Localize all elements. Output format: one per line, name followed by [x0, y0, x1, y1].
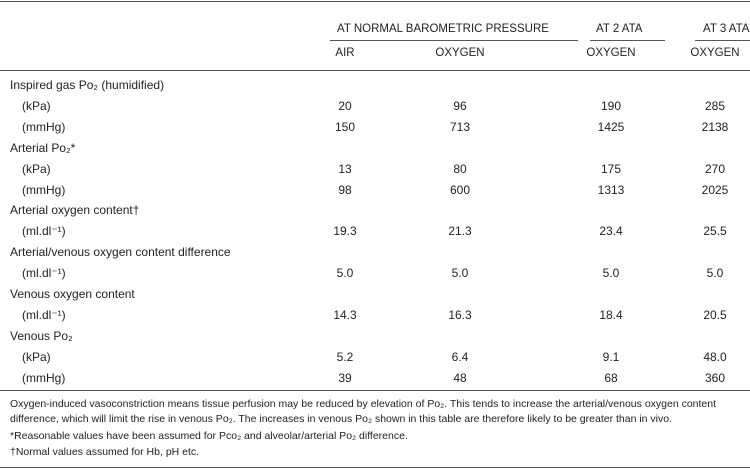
sub-row-label: (kPa) — [22, 161, 51, 176]
row-label: Arterial/venous oxygen content differenc… — [10, 245, 231, 260]
sub-row-label: (kPa) — [22, 349, 51, 364]
group-header: AT 2 ATA — [596, 23, 643, 35]
cell: 5.2 — [336, 349, 354, 364]
footnote: *Reasonable values have been assumed for… — [10, 430, 408, 442]
cell: 190 — [600, 98, 622, 113]
cell: 150 — [334, 119, 356, 134]
cell: 18.4 — [599, 307, 623, 322]
cell: 5.0 — [602, 266, 620, 281]
cell: 23.4 — [599, 224, 623, 239]
sub-row-label: (mmHg) — [22, 119, 66, 134]
cell: 713 — [449, 119, 471, 134]
cell: 21.3 — [448, 224, 472, 239]
cell: 6.4 — [451, 349, 469, 364]
sub-row-label: (ml.dl⁻¹) — [22, 266, 66, 281]
sub-row-label: (kPa) — [22, 98, 51, 113]
sub-row-label: (ml.dl⁻¹) — [22, 224, 66, 239]
footnote: Oxygen-induced vasoconstriction means ti… — [10, 398, 717, 425]
group-rule — [590, 40, 665, 41]
group-header: AT NORMAL BAROMETRIC PRESSURE — [337, 23, 549, 35]
header-rule — [0, 70, 750, 71]
cell: 5.0 — [336, 266, 354, 281]
cell: 39 — [338, 370, 352, 385]
cell: 5.0 — [451, 266, 469, 281]
top-rule — [0, 1, 750, 2]
cell: 19.3 — [333, 224, 357, 239]
group-header: AT 3 ATA — [703, 23, 750, 35]
row-label: Inspired gas Po₂ (humidified) — [10, 78, 165, 92]
cell: 48 — [453, 370, 467, 385]
cell: 5.0 — [706, 266, 724, 281]
column-header: OXYGEN — [435, 47, 485, 59]
cell: 48.0 — [703, 349, 727, 364]
row-label: Venous Po₂ — [10, 328, 73, 343]
cell: 2138 — [701, 119, 729, 134]
footnote: †Normal values assumed for Hb, pH etc. — [10, 446, 200, 458]
group-rule — [330, 40, 578, 41]
cell: 360 — [704, 370, 726, 385]
column-header: OXYGEN — [690, 47, 740, 59]
cell: 270 — [704, 161, 726, 176]
cell: 80 — [453, 161, 467, 176]
cell: 25.5 — [703, 224, 727, 239]
cell: 600 — [449, 182, 471, 197]
sub-row-label: (mmHg) — [22, 370, 66, 385]
group-rule — [695, 40, 750, 41]
cell: 13 — [338, 161, 352, 176]
cell: 98 — [338, 182, 352, 197]
column-header: OXYGEN — [586, 47, 636, 59]
cell: 285 — [704, 98, 726, 113]
sub-row-label: (ml.dl⁻¹) — [22, 307, 66, 322]
sub-row-label: (mmHg) — [22, 182, 66, 197]
cell: 68 — [604, 370, 618, 385]
row-label: Arterial oxygen content† — [10, 203, 140, 218]
cell: 14.3 — [333, 307, 357, 322]
cell: 16.3 — [448, 307, 472, 322]
row-label: Venous oxygen content — [10, 287, 135, 301]
cell: 1313 — [597, 182, 625, 197]
cell: 9.1 — [602, 349, 620, 364]
cell: 20.5 — [703, 307, 727, 322]
cell: 96 — [453, 98, 467, 113]
cell: 175 — [600, 161, 622, 176]
column-header: AIR — [335, 47, 355, 59]
bottom-rule — [0, 390, 750, 391]
cell: 1425 — [597, 119, 625, 134]
cell: 2025 — [701, 182, 729, 197]
cell: 20 — [338, 98, 352, 113]
row-label: Arterial Po₂* — [10, 140, 76, 155]
